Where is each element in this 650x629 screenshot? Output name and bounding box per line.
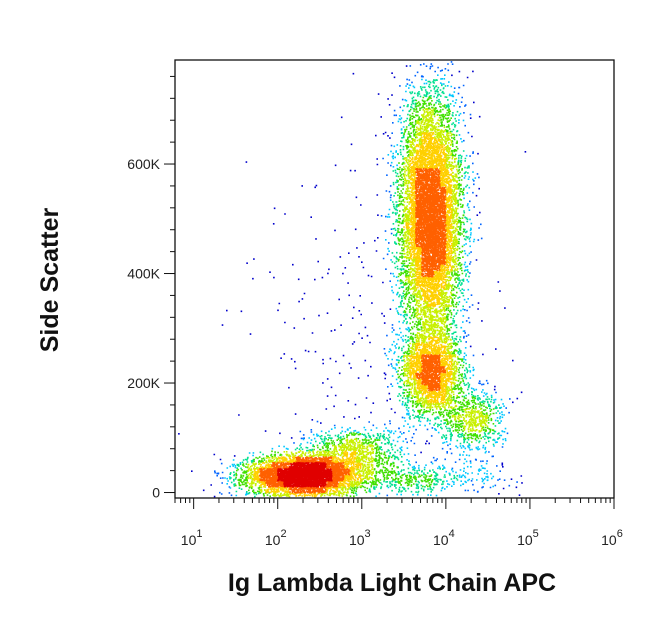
x-tick-label: 101	[181, 528, 203, 548]
x-axis: 101 102 103 104 105 106	[174, 498, 623, 548]
x-tick-base: 10	[517, 532, 533, 548]
x-tick-base: 10	[349, 532, 365, 548]
x-tick-base: 10	[433, 532, 449, 548]
x-tick-exponent: 5	[533, 528, 539, 540]
plot-frame	[174, 59, 615, 499]
dot-layer-2	[224, 74, 507, 498]
x-tick-label: 104	[433, 528, 455, 548]
y-tick-label: 200K	[127, 375, 160, 391]
x-tick-label: 105	[517, 528, 539, 548]
dot-layer-3	[229, 79, 501, 498]
y-tick-label: 0	[152, 485, 160, 501]
dot-layer-8	[277, 462, 333, 488]
y-axis: 0 200K 400K 600K	[127, 75, 175, 501]
x-axis-title: Ig Lambda Light Chain APC	[228, 569, 556, 597]
x-tick-label: 102	[265, 528, 287, 548]
density-dots	[178, 61, 527, 498]
y-axis-title: Side Scatter	[36, 207, 64, 352]
x-tick-exponent: 3	[365, 528, 371, 540]
x-tick-exponent: 6	[617, 528, 623, 540]
dot-layer-4	[235, 96, 495, 498]
dot-layer-7	[259, 168, 447, 494]
y-tick-label: 400K	[127, 266, 160, 282]
x-tick-label: 106	[601, 528, 623, 548]
x-tick-base: 10	[601, 532, 617, 548]
x-tick-base: 10	[181, 532, 197, 548]
x-tick-label: 103	[349, 528, 371, 548]
x-tick-exponent: 1	[196, 528, 202, 540]
y-tick-label: 600K	[127, 156, 160, 172]
x-tick-exponent: 2	[280, 528, 286, 540]
x-tick-exponent: 4	[449, 528, 455, 540]
x-tick-base: 10	[265, 532, 281, 548]
